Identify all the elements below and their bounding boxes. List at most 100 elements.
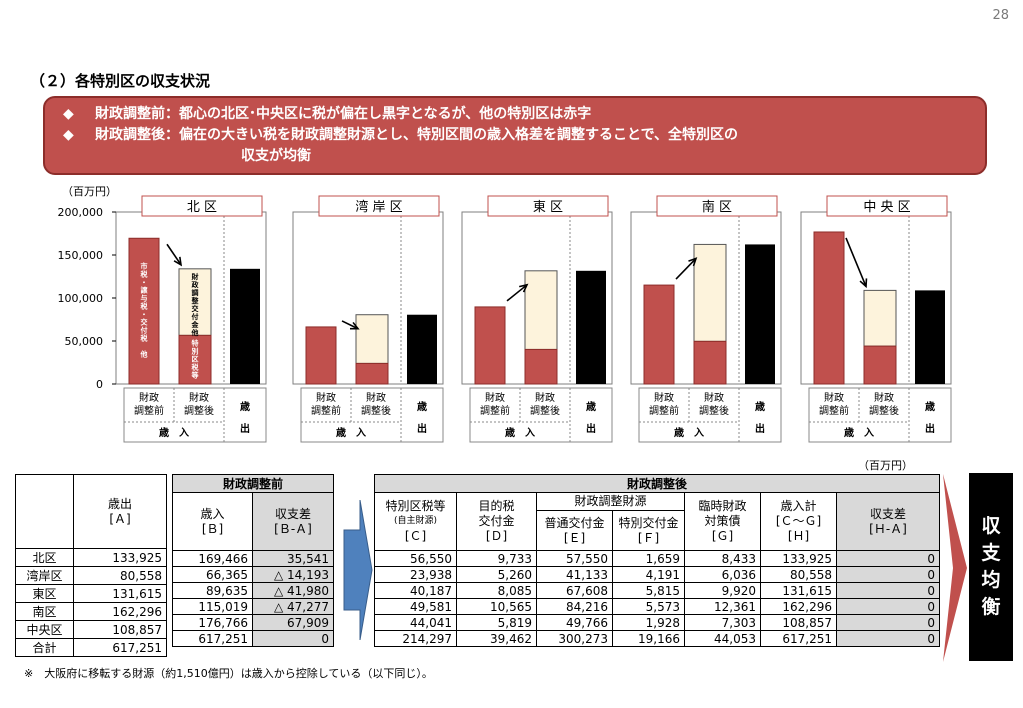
table-row: 44,041 5,819 49,766 1,928 7,303 108,857 0: [374, 614, 940, 631]
category-label-before: 調整前: [480, 404, 510, 417]
table-row: 東区 131,615: [15, 584, 167, 603]
bar-expenditure: [230, 268, 260, 384]
tax-header: 特別区税等 (自主財源) [Ｃ]: [374, 492, 457, 551]
value-cell-D: 9,733: [456, 550, 537, 567]
y-tick-label: 100,000: [58, 292, 104, 305]
value-cell-F: 4,191: [612, 566, 685, 583]
revenue-before-cell: 169,466: [172, 550, 253, 567]
balanced-result-box: 収支均衡: [969, 473, 1013, 661]
before-header: 財政調整前: [172, 474, 334, 493]
value-cell-E: 49,766: [536, 614, 613, 631]
category-box: [469, 387, 613, 443]
district-name-cell: 北区: [15, 548, 74, 567]
footnote: ※ 大阪府に移転する財源（約1,510億円）は歳入から控除している（以下同じ）。: [24, 667, 433, 680]
summary-banner: ◆ 財政調整前：都心の北区･中央区に税が偏在し黒字となるが、他の特別区は赤字 ◆ 財…: [43, 96, 987, 175]
value-cell-F: 5,573: [612, 598, 685, 615]
category-label-before: 財政: [485, 391, 505, 404]
result-label: 収支均衡: [969, 513, 1013, 621]
section-title: （２）各特別区の収支状況: [30, 72, 211, 90]
value-cell-C: 56,550: [374, 550, 457, 567]
balance-before-cell: 35,541: [252, 550, 334, 567]
result-chevron-icon: [943, 474, 967, 662]
category-box: [808, 387, 952, 443]
page-number: 28: [992, 8, 1009, 23]
value-cell-E: 57,550: [536, 550, 613, 567]
change-arrow: [675, 257, 697, 280]
total-header: 歳入計 [Ｃ～Ｇ] [Ｈ]: [760, 492, 837, 551]
district-name-cell: 中央区: [15, 620, 74, 639]
balance-before-cell: △ 41,980: [252, 582, 334, 599]
balance-after-cell: 0: [836, 598, 940, 615]
value-cell-C: 40,187: [374, 582, 457, 599]
table-row: 南区 162,296: [15, 602, 167, 621]
balance-after-cell: 0: [836, 582, 940, 599]
panel-title: 湾 岸 区: [355, 199, 402, 215]
y-tick-label: 150,000: [58, 249, 104, 262]
value-cell-G: 9,920: [684, 582, 761, 599]
category-box: [300, 387, 444, 443]
value-cell-G: 6,036: [684, 566, 761, 583]
value-cell-C: 44,041: [374, 614, 457, 631]
category-label-after: 財政: [189, 391, 209, 404]
bar-before: [128, 237, 160, 385]
balance-before-cell: △ 14,193: [252, 566, 334, 583]
change-arrow: [341, 320, 359, 330]
banner-line-2: 財政調整後：偏在の大きい税を財政調整財源とし、特別区間の歳入格差を調整することで…: [95, 127, 739, 143]
expense-cell: 108,857: [73, 620, 167, 639]
category-box: [638, 387, 782, 443]
table-row: 115,019 △ 47,277: [172, 598, 334, 615]
arrow-head-icon: [173, 256, 183, 267]
bar-after-adjust: [863, 289, 897, 347]
bar-annotation-adjust: 交: [192, 304, 200, 313]
bar-annotation-own: 区: [192, 355, 199, 363]
bar-annotation-adjust: 整: [191, 296, 199, 305]
table-row: 49,581 10,565 84,216 5,573 12,361 162,296 0: [374, 598, 940, 615]
bar-after-own: [178, 334, 212, 385]
category-label-after: 調整後: [530, 404, 560, 417]
category-label-before: 財政: [316, 391, 336, 404]
category-label-after: 調整後: [184, 404, 214, 417]
result-char: 均: [981, 569, 1001, 591]
bar-annotation-adjust: 付: [192, 312, 199, 321]
category-label-expenditure: 歳: [586, 400, 596, 413]
category-label-before: 調整前: [819, 404, 849, 417]
special-grant-header: 特別交付金 [Ｆ]: [612, 510, 685, 551]
bar-after-adjust: [693, 243, 727, 342]
bar-before: [813, 231, 845, 385]
bar-annotation-before: 他: [140, 349, 148, 358]
category-label-after: 調整後: [869, 404, 899, 417]
bar-annotation-before: ・: [141, 278, 148, 286]
bar-annotation-before: 譲: [141, 285, 149, 294]
arrow-head-icon: [519, 283, 529, 293]
revenue-before-cell: 115,019: [172, 598, 253, 615]
category-label-after: 調整後: [699, 404, 729, 417]
bar-annotation-adjust: 財: [191, 272, 199, 281]
value-cell-C: 214,297: [374, 630, 457, 647]
bar-expenditure: [915, 290, 945, 384]
table-row: 66,365 △ 14,193: [172, 566, 334, 583]
category-label-after: 財政: [366, 391, 386, 404]
value-cell-G: 12,361: [684, 598, 761, 615]
value-cell-H: 131,615: [760, 582, 837, 599]
adjustment-arrow-icon: [343, 500, 373, 640]
category-label-before: 調整前: [649, 404, 679, 417]
value-cell-E: 84,216: [536, 598, 613, 615]
category-label-revenue: 歳 入: [674, 426, 704, 439]
revenue-before-cell: 89,635: [172, 582, 253, 599]
after-header: 財政調整後: [374, 474, 940, 493]
category-label-expenditure: 歳: [925, 400, 935, 413]
bar-annotation-before: 税: [141, 269, 148, 278]
result-char: 衡: [981, 596, 1001, 618]
bar-annotation-before: 税: [141, 333, 148, 342]
panel-title-box: [487, 195, 609, 217]
change-arrow: [166, 243, 182, 266]
value-cell-F: 1,659: [612, 550, 685, 567]
table-row: 40,187 8,085 67,608 5,815 9,920 131,615 0: [374, 582, 940, 599]
result-char: 支: [981, 542, 1001, 564]
panel-title-box: [656, 195, 778, 217]
change-arrow: [845, 237, 867, 287]
category-label-after: 調整後: [361, 404, 391, 417]
category-box: [123, 387, 267, 443]
expense-cell: 80,558: [73, 566, 167, 585]
revenue-before-cell: 617,251: [172, 630, 253, 647]
